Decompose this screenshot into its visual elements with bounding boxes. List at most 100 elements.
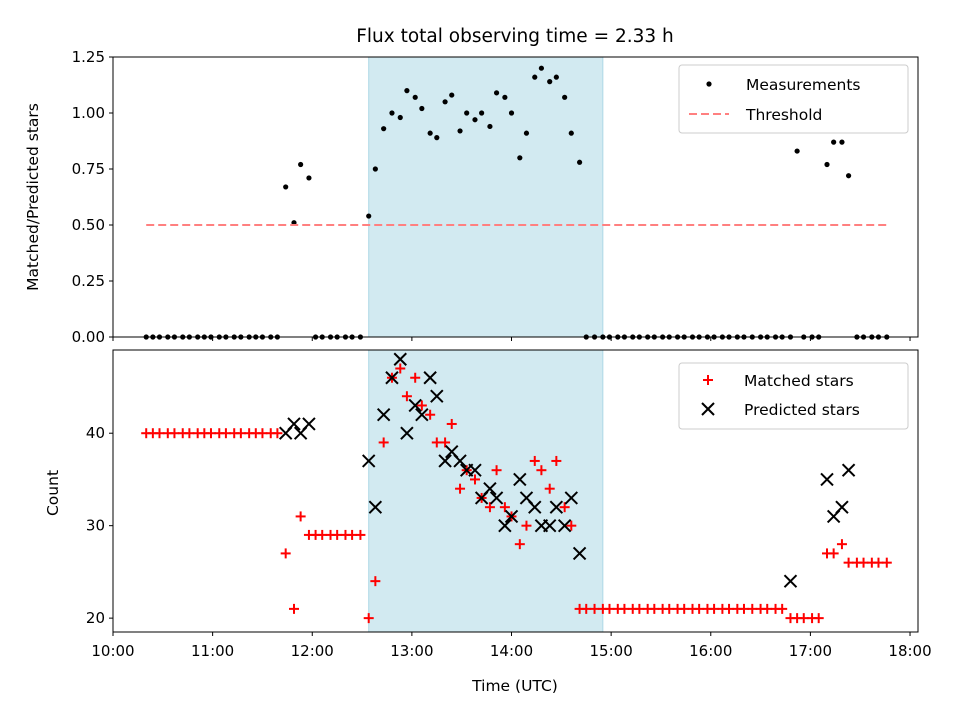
predicted-star-point xyxy=(430,389,444,403)
matched-star-point xyxy=(536,465,547,476)
matched-star-point xyxy=(551,455,562,466)
measurement-point xyxy=(283,184,289,190)
matched-star-point xyxy=(836,539,847,550)
matched-star-point xyxy=(295,511,306,522)
predicted-star-point xyxy=(549,500,564,514)
x-b xyxy=(542,518,557,533)
y-tick-label: 1.00 xyxy=(72,104,105,122)
measurement-point xyxy=(487,123,493,130)
x-b xyxy=(841,463,856,477)
matched-star-point xyxy=(416,400,427,411)
predicted-star-point xyxy=(513,472,527,487)
x-b xyxy=(483,481,497,496)
predicted-star-point xyxy=(835,500,849,514)
x-b xyxy=(504,509,519,524)
matched-star-point xyxy=(425,409,436,420)
predicted-star-point xyxy=(820,472,834,487)
measurement-point xyxy=(824,161,830,168)
x-b xyxy=(302,417,316,431)
predicted-star-point xyxy=(783,574,798,588)
measurement-point xyxy=(502,94,508,100)
y-tick-label: 40 xyxy=(86,424,105,442)
x-b xyxy=(564,491,578,505)
measurement-point xyxy=(298,161,304,168)
measurement-point xyxy=(568,130,574,136)
x-b xyxy=(783,574,798,588)
axes-frame xyxy=(112,56,919,338)
measurement-point xyxy=(538,65,545,71)
measurement-point xyxy=(427,130,433,136)
matched-star-point xyxy=(401,391,412,402)
x-b xyxy=(393,352,407,366)
measurement-point xyxy=(472,117,478,123)
measurement-point xyxy=(306,175,312,181)
predicted-star-point xyxy=(400,426,414,440)
matched-star-point xyxy=(363,613,374,624)
matched-star-point xyxy=(484,502,495,513)
measurement-point xyxy=(562,94,568,100)
matched-star-point xyxy=(559,502,570,513)
x-tick-label: 17:00 xyxy=(789,642,832,660)
y-tick-label: 0.50 xyxy=(72,216,105,234)
measurement-point xyxy=(412,94,418,100)
measurement-point xyxy=(523,130,530,136)
measurement-point xyxy=(381,126,387,132)
top-axes: 0.00 0.25 0.50 0.75 1.00 1.25 xyxy=(72,48,919,346)
y-tick-label: 30 xyxy=(86,517,105,535)
x-b xyxy=(498,518,512,533)
measurement-point xyxy=(372,166,378,172)
matched-star-point xyxy=(355,529,366,540)
measurement-point xyxy=(464,110,470,116)
predicted-star-point xyxy=(572,546,587,561)
measurement-point xyxy=(508,110,515,116)
x-tick-label: 12:00 xyxy=(291,642,334,660)
predicted-star-point xyxy=(489,491,504,505)
predicted-star-point xyxy=(438,454,452,468)
measurement-point xyxy=(839,139,845,145)
matched-star-point xyxy=(378,437,389,448)
measurement-point xyxy=(517,155,523,161)
x-b xyxy=(489,491,504,505)
matched-star-point xyxy=(521,520,532,531)
measurement-point xyxy=(397,114,403,121)
matched-star-point xyxy=(566,520,577,531)
measurement-point xyxy=(576,159,583,165)
matched-star-point xyxy=(777,603,788,614)
predicted-star-point xyxy=(468,463,482,477)
predicted-star-point xyxy=(504,509,519,524)
matched-star-point xyxy=(410,372,421,383)
matched-star-point xyxy=(280,548,291,559)
x-b xyxy=(513,472,527,487)
x-b xyxy=(423,371,437,385)
predicted-star-point xyxy=(408,398,422,413)
x-b xyxy=(287,417,301,431)
highlight-span xyxy=(368,56,604,338)
x-tick-label: 13:00 xyxy=(390,642,433,660)
highlight-span xyxy=(368,349,604,633)
measurement-point xyxy=(434,135,440,141)
measurement-point xyxy=(831,139,837,145)
measurement-point xyxy=(493,90,500,96)
y-tick-label: 1.25 xyxy=(72,48,105,66)
x-tick-label: 16:00 xyxy=(689,642,732,660)
measurement-point xyxy=(457,128,463,134)
x-b xyxy=(362,454,376,468)
predicted-star-point xyxy=(564,491,578,505)
x-b xyxy=(438,454,452,468)
measurement-point xyxy=(419,105,425,112)
matched-star-point xyxy=(491,465,502,476)
matched-star-point xyxy=(288,603,299,614)
matched-star-point xyxy=(813,613,824,624)
legend-top-frame xyxy=(678,64,909,134)
x-b xyxy=(415,408,429,422)
x-b xyxy=(376,408,391,422)
measurement-point xyxy=(449,92,455,98)
predicted-star-point xyxy=(542,518,557,533)
predicted-star-point xyxy=(287,417,301,431)
matched-star-point xyxy=(544,483,555,494)
x-b xyxy=(572,546,587,561)
x-b xyxy=(519,491,534,505)
measurement-point xyxy=(479,110,485,116)
predicted-star-point xyxy=(423,371,437,385)
